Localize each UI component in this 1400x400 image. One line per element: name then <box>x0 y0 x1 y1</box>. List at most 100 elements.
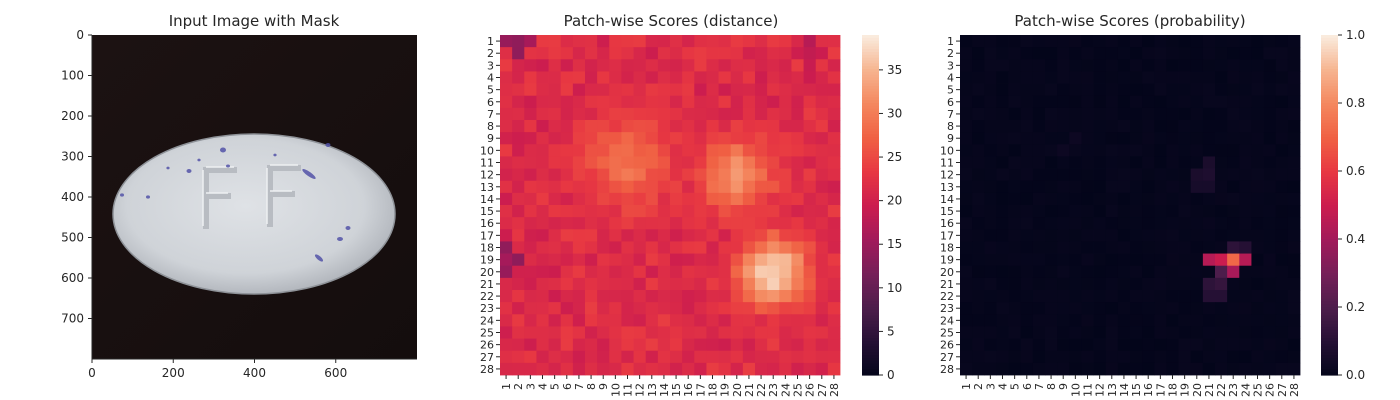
row-label: 9 <box>487 132 494 145</box>
heatmap-cell <box>573 193 586 206</box>
heatmap-cell <box>512 96 525 109</box>
heatmap-cell <box>694 339 707 352</box>
heatmap-cell <box>1154 363 1167 376</box>
heatmap-cell <box>658 132 671 145</box>
row-label: 23 <box>480 302 494 315</box>
row-label: 22 <box>940 290 954 303</box>
heatmap-cell <box>1239 144 1252 157</box>
heatmap-cell <box>1033 96 1046 109</box>
heatmap-cell <box>1154 132 1167 145</box>
col-label: 13 <box>646 383 659 397</box>
heatmap-cell <box>972 132 985 145</box>
heatmap-cell <box>621 84 634 97</box>
heatmap-cell <box>719 254 732 267</box>
heatmap-cell <box>743 266 756 279</box>
heatmap-cell <box>1227 156 1240 169</box>
heatmap-cell <box>1045 59 1058 72</box>
heatmap-cell <box>1239 290 1252 303</box>
col-label: 1 <box>500 383 513 390</box>
x-tick-label: 200 <box>162 366 185 380</box>
heatmap-cell <box>634 35 647 48</box>
y-tick-label: 700 <box>61 312 84 326</box>
heatmap-cell <box>1264 193 1277 206</box>
heatmap-cell <box>1033 169 1046 182</box>
heatmap-cell <box>972 84 985 97</box>
heatmap-cell <box>1009 254 1022 267</box>
heatmap-cell <box>536 314 549 327</box>
heatmap-cell <box>597 169 610 182</box>
heatmap-cell <box>1166 363 1179 376</box>
heatmap-cell <box>561 302 574 315</box>
heatmap-cell <box>996 120 1009 133</box>
heatmap-cell <box>1191 241 1204 254</box>
row-label: 27 <box>940 351 954 364</box>
heatmap-cell <box>1118 120 1131 133</box>
heatmap-cell <box>1021 59 1034 72</box>
heatmap-cell <box>694 59 707 72</box>
heatmap-cell <box>984 156 997 169</box>
heatmap-cell <box>706 132 719 145</box>
heatmap-cell <box>719 314 732 327</box>
distance-row-labels: 1234567891011121314151617181920212223242… <box>480 35 500 376</box>
heatmap-cell <box>706 144 719 157</box>
heatmap-cell <box>670 108 683 121</box>
heatmap-cell <box>1045 96 1058 109</box>
heatmap-cell <box>658 144 671 157</box>
heatmap-cell <box>512 71 525 84</box>
heatmap-cell <box>512 132 525 145</box>
heatmap-cell <box>1264 47 1277 60</box>
heatmap-cell <box>706 290 719 303</box>
heatmap-cell <box>536 363 549 376</box>
heatmap-cell <box>984 302 997 315</box>
heatmap-cell <box>1227 205 1240 218</box>
heatmap-cell <box>791 144 804 157</box>
col-label: 12 <box>1094 383 1107 397</box>
col-label: 2 <box>512 383 525 390</box>
heatmap-cell <box>500 339 513 352</box>
heatmap-cell <box>1094 290 1107 303</box>
heatmap-cell <box>804 290 817 303</box>
heatmap-cell <box>1033 363 1046 376</box>
heatmap-cell <box>1057 181 1070 194</box>
heatmap-cell <box>573 241 586 254</box>
heatmap-cell <box>536 35 549 48</box>
heatmap-cell <box>1288 314 1301 327</box>
heatmap-cell <box>1166 205 1179 218</box>
heatmap-cell <box>804 71 817 84</box>
row-label: 7 <box>947 108 954 121</box>
heatmap-cell <box>828 120 841 133</box>
heatmap-cell <box>646 71 659 84</box>
heatmap-cell <box>1021 47 1034 60</box>
heatmap-cell <box>1215 205 1228 218</box>
heatmap-cell <box>1203 278 1216 291</box>
heatmap-cell <box>1276 96 1289 109</box>
row-label: 13 <box>940 181 954 194</box>
heatmap-cell <box>1081 351 1094 364</box>
heatmap-cell <box>1118 314 1131 327</box>
heatmap-cell <box>972 181 985 194</box>
heatmap-cell <box>1215 84 1228 97</box>
heatmap-cell <box>1081 363 1094 376</box>
heatmap-cell <box>1106 96 1119 109</box>
heatmap-cell <box>996 217 1009 230</box>
heatmap-cell <box>1191 254 1204 267</box>
heatmap-cell <box>670 169 683 182</box>
heatmap-cell <box>1264 254 1277 267</box>
heatmap-cell <box>585 363 598 376</box>
colorbar-tick-label: 1.0 <box>1346 28 1365 42</box>
heatmap-cell <box>1166 278 1179 291</box>
heatmap-cell <box>536 266 549 279</box>
col-label: 13 <box>1106 383 1119 397</box>
heatmap-cell <box>1094 363 1107 376</box>
heatmap-cell <box>585 241 598 254</box>
heatmap-cell <box>634 71 647 84</box>
heatmap-cell <box>1081 314 1094 327</box>
heatmap-cell <box>1264 132 1277 145</box>
heatmap-cell <box>1142 241 1155 254</box>
heatmap-cell <box>731 254 744 267</box>
row-label: 17 <box>940 229 954 242</box>
heatmap-cell <box>621 278 634 291</box>
heatmap-cell <box>706 339 719 352</box>
heatmap-cell <box>1276 169 1289 182</box>
heatmap-cell <box>1239 169 1252 182</box>
